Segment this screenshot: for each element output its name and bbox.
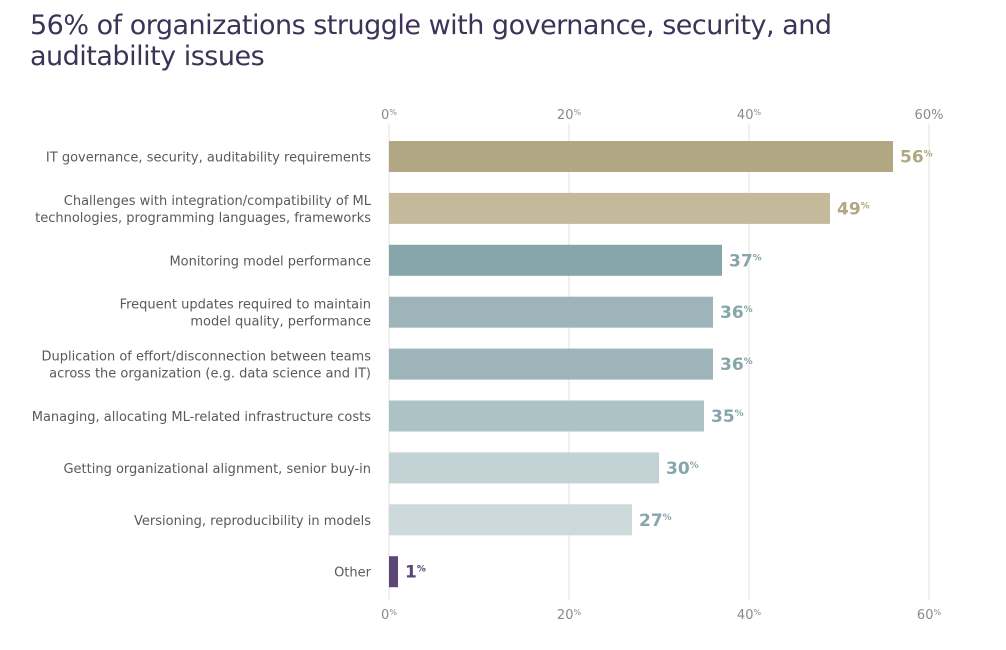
value-label: 49% — [837, 199, 870, 219]
bar — [389, 348, 713, 380]
bar — [389, 244, 722, 276]
category-label: Challenges with integration/compatibilit… — [64, 194, 372, 209]
bottom-tick-label: 60% — [917, 608, 942, 623]
category-labels: IT governance, security, auditability re… — [32, 151, 372, 581]
category-label: across the organization (e.g. data scien… — [49, 367, 371, 382]
category-label: technologies, programming languages, fra… — [35, 211, 371, 226]
category-label: IT governance, security, auditability re… — [46, 151, 371, 166]
category-label: Getting organizational alignment, senior… — [63, 462, 371, 477]
category-label: Other — [334, 566, 372, 581]
value-label: 1% — [405, 563, 426, 583]
value-label: 27% — [639, 511, 672, 531]
top-tick-label: 0% — [381, 108, 397, 123]
bar — [389, 296, 713, 328]
category-label: Versioning, reproducibility in models — [134, 514, 371, 529]
chart-title: 56% of organizations struggle with gover… — [30, 10, 832, 72]
bar — [389, 452, 659, 484]
bar — [389, 141, 893, 172]
value-label: 37% — [729, 251, 762, 271]
top-axis: 0% 20% 40% 60% — [381, 108, 943, 123]
bottom-tick-label: 40% — [737, 608, 762, 623]
category-label: Managing, allocating ML-related infrastr… — [32, 410, 371, 425]
bar — [389, 504, 632, 536]
bars — [389, 141, 893, 588]
value-labels: 56% 49% 37% 36% 36% 35% 30% 27% 1% — [405, 148, 933, 583]
category-label: Monitoring model performance — [169, 254, 371, 269]
category-label: Frequent updates required to maintain — [120, 298, 371, 313]
bottom-tick-label: 0% — [381, 608, 397, 623]
bottom-tick-label: 20% — [557, 608, 582, 623]
value-label: 36% — [720, 303, 753, 323]
category-label: model quality, performance — [190, 315, 371, 330]
value-label: 36% — [720, 355, 753, 375]
top-tick-label: 20% — [557, 108, 582, 123]
bar — [389, 192, 830, 224]
value-label: 35% — [711, 407, 744, 427]
bar — [389, 400, 704, 432]
category-label: Duplication of effort/disconnection betw… — [41, 350, 371, 365]
bar — [389, 556, 398, 588]
top-tick-label: 60% — [915, 108, 944, 123]
value-label: 56% — [900, 148, 933, 168]
bottom-axis: 0% 20% 40% 60% — [381, 608, 941, 623]
value-label: 30% — [666, 459, 699, 479]
top-tick-label: 40% — [737, 108, 762, 123]
